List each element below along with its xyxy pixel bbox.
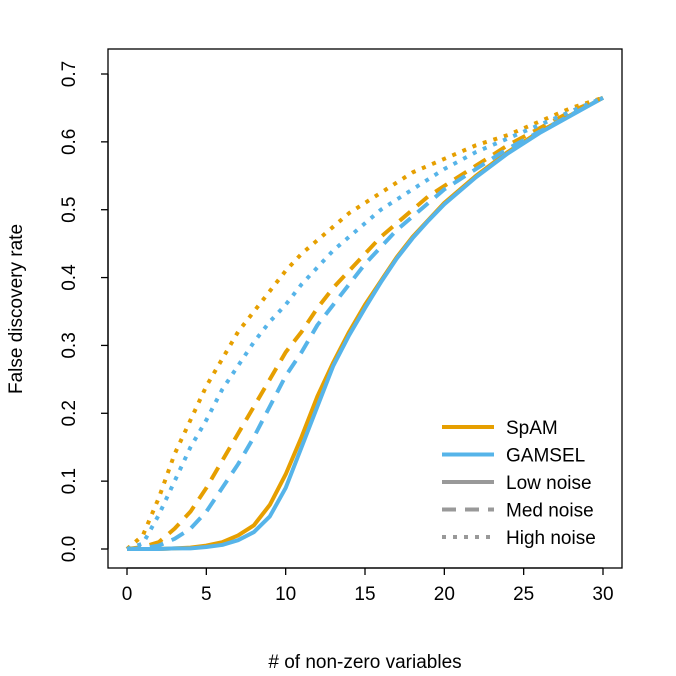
y-tick-label: 0.5 [59, 197, 80, 223]
x-tick-label: 15 [354, 584, 375, 605]
y-tick-label: 0.1 [59, 468, 80, 494]
series-line-spam-med [126, 95, 604, 551]
x-tick-label: 25 [513, 584, 534, 605]
y-tick-label: 0.6 [59, 129, 80, 155]
y-tick-label: 0.7 [59, 61, 80, 87]
legend-label: Med noise [506, 501, 594, 522]
y-tick-label: 0.4 [59, 264, 80, 291]
x-tick-label: 0 [122, 584, 133, 605]
y-tick-label: 0.2 [59, 400, 80, 426]
legend-label: SpAM [506, 418, 558, 439]
y-axis-label: False discovery rate [6, 224, 27, 394]
y-tick-label: 0.0 [59, 536, 80, 562]
legend-label: High noise [506, 528, 596, 549]
y-tick-label: 0.3 [59, 332, 80, 358]
x-tick-label: 20 [434, 584, 455, 605]
x-tick-label: 10 [275, 584, 296, 605]
series-line-gamsel-med [126, 95, 604, 551]
legend-label: Low noise [506, 473, 592, 494]
x-tick-label: 30 [592, 584, 613, 605]
x-tick-label: 5 [201, 584, 212, 605]
series-line-gamsel-low [127, 96, 604, 551]
x-axis: 0 5 10 15 20 25 30 [122, 567, 614, 605]
legend-label: GAMSEL [506, 446, 585, 467]
legend: SpAM GAMSEL Low noise Med noise High noise [442, 418, 596, 549]
series-group [125, 95, 604, 551]
y-axis: 0.0 0.1 0.2 0.3 0.4 0.5 0.6 0.7 [59, 61, 109, 562]
x-axis-label: # of non-zero variables [268, 652, 461, 673]
